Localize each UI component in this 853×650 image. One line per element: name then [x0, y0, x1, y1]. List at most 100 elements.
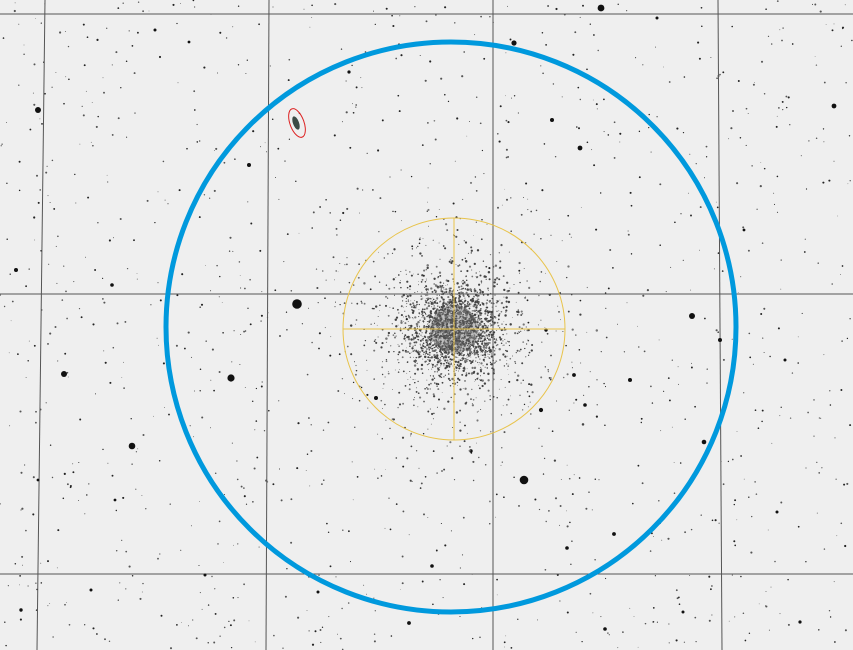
faint-star [231, 361, 233, 363]
faint-star [347, 602, 350, 604]
cluster-star [438, 209, 440, 210]
cluster-star [480, 354, 482, 356]
cluster-star [459, 351, 460, 353]
faint-star [518, 272, 521, 274]
faint-star [823, 354, 825, 356]
cluster-star [348, 281, 351, 284]
cluster-star [486, 310, 489, 313]
cluster-star [458, 379, 461, 381]
cluster-star [404, 334, 407, 337]
cluster-star [409, 356, 412, 359]
cluster-star [449, 323, 452, 325]
faint-star [237, 543, 239, 545]
cluster-star [425, 350, 428, 353]
bright-star [347, 70, 351, 74]
cluster-star [485, 340, 487, 342]
cluster-star [467, 353, 469, 356]
cluster-star [457, 357, 459, 358]
cluster-star [415, 356, 418, 359]
cluster-star [485, 278, 487, 280]
cluster-star [441, 347, 444, 349]
cluster-star [423, 308, 426, 311]
faint-star [543, 143, 546, 145]
cluster-star [489, 301, 491, 303]
cluster-star [443, 337, 445, 340]
galaxy-object[interactable] [285, 107, 308, 140]
faint-star [500, 414, 503, 416]
cluster-star [438, 271, 442, 274]
cluster-star [500, 301, 504, 305]
cluster-star [441, 470, 443, 472]
cluster-star [467, 347, 470, 350]
cluster-star [486, 320, 488, 322]
cluster-star [425, 300, 427, 301]
faint-star [263, 430, 266, 432]
cluster-star [506, 404, 508, 406]
faint-star [134, 112, 136, 114]
faint-star [205, 265, 206, 266]
faint-star [298, 232, 300, 234]
faint-star [40, 582, 43, 584]
faint-star [334, 3, 337, 6]
cluster-star [410, 433, 412, 435]
cluster-star [436, 370, 439, 373]
cluster-star [464, 297, 466, 299]
cluster-star [433, 345, 435, 346]
cluster-star [418, 355, 421, 358]
faint-star [81, 105, 83, 108]
cluster-star [406, 294, 408, 296]
cluster-star [477, 323, 479, 325]
faint-star [559, 600, 561, 602]
cluster-star [464, 379, 466, 382]
faint-star [37, 201, 40, 204]
cluster-star [483, 304, 485, 306]
faint-star [815, 137, 818, 140]
faint-star [401, 582, 404, 585]
field-of-view-circle[interactable] [163, 39, 739, 615]
cluster-star [516, 378, 519, 382]
cluster-star [487, 325, 489, 327]
faint-star [297, 616, 300, 619]
cluster-star [470, 305, 472, 307]
cluster-star [482, 319, 483, 321]
faint-star [527, 321, 530, 324]
cluster-star [433, 303, 434, 305]
faint-star [470, 252, 473, 254]
cluster-star [466, 359, 468, 361]
target-marker[interactable] [342, 217, 566, 441]
faint-star [650, 151, 652, 153]
cluster-star [470, 310, 472, 312]
cluster-star [438, 294, 441, 296]
cluster-star [464, 331, 466, 333]
faint-star [287, 79, 290, 82]
faint-star [341, 121, 343, 123]
faint-star [269, 65, 271, 67]
bright-star [14, 268, 18, 272]
faint-star [183, 347, 186, 350]
cluster-star [463, 307, 466, 309]
cluster-star [498, 312, 501, 315]
cluster-star [450, 396, 452, 399]
cluster-star [484, 354, 486, 356]
cluster-star [466, 355, 468, 356]
cluster-star [424, 326, 426, 329]
faint-star [507, 155, 510, 158]
cluster-star [371, 307, 374, 310]
cluster-star [502, 275, 505, 278]
cluster-star [412, 378, 414, 381]
faint-star [213, 189, 216, 192]
faint-star [658, 339, 660, 341]
cluster-star [449, 259, 452, 261]
faint-star [461, 554, 464, 556]
cluster-star [476, 249, 480, 252]
cluster-star [457, 348, 460, 350]
faint-star [320, 483, 323, 486]
cluster-star [493, 370, 496, 372]
cluster-star [382, 387, 384, 389]
cluster-star [452, 365, 454, 367]
cluster-star [427, 314, 430, 317]
faint-star [56, 282, 58, 284]
cluster-star [489, 253, 492, 256]
cluster-star [483, 372, 485, 375]
